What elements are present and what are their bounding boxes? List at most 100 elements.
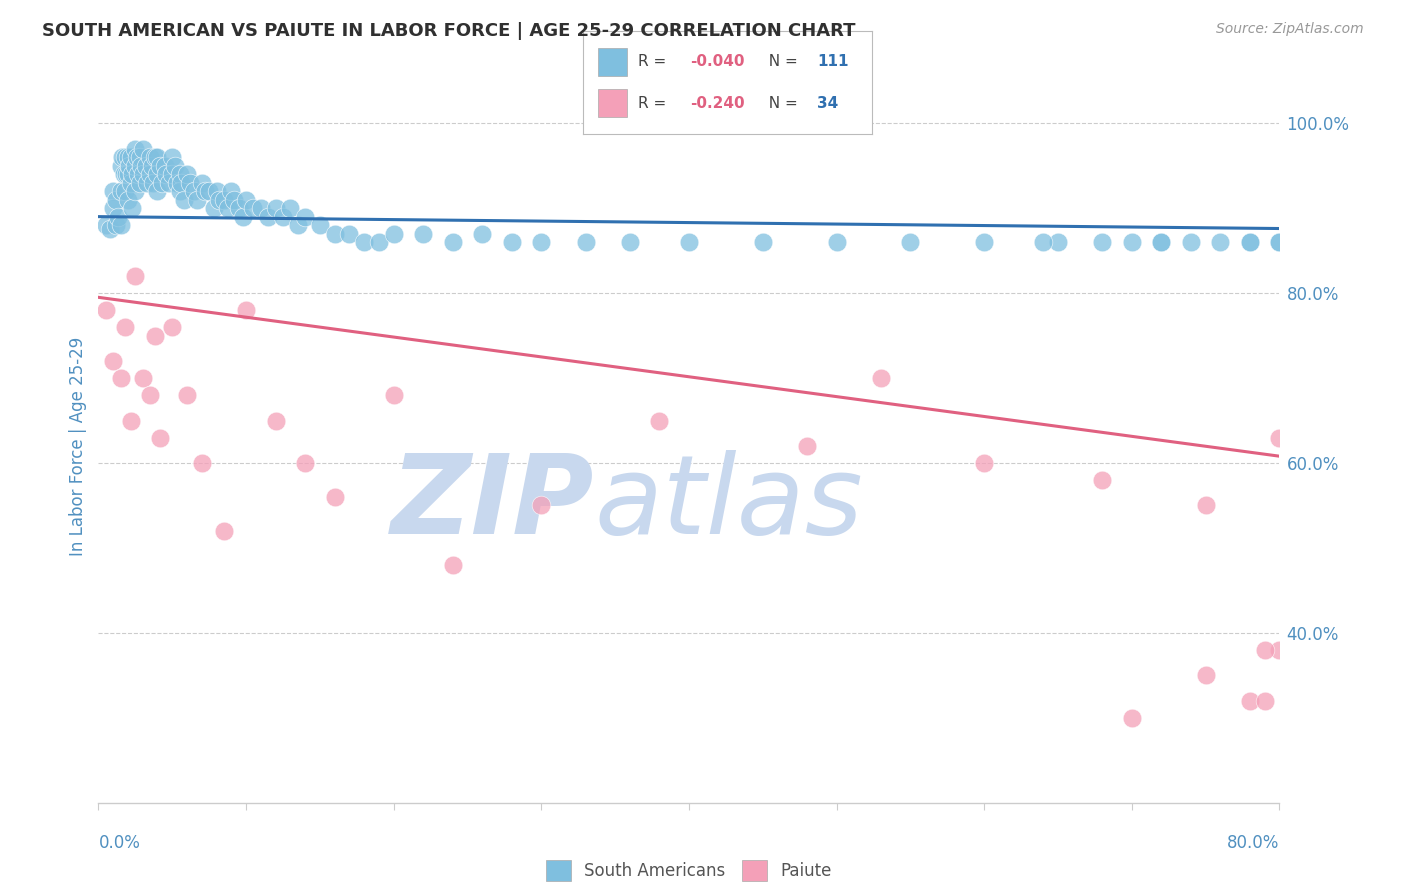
Point (94, 303, 117, 318)
FancyBboxPatch shape (598, 47, 627, 77)
Point (271, 210, 294, 224)
Point (648, 413, 671, 427)
Text: R =: R = (638, 95, 672, 111)
Point (1239, 235, 1261, 249)
Point (128, 150, 150, 164)
Point (157, 176, 180, 190)
Point (1268, 235, 1291, 249)
Point (198, 184, 221, 198)
Point (153, 159, 176, 173)
Point (111, 150, 134, 164)
Text: 111: 111 (817, 54, 848, 70)
Point (264, 413, 287, 427)
Text: 34: 34 (817, 95, 838, 111)
Point (118, 159, 141, 173)
Point (146, 167, 169, 181)
Point (1209, 235, 1232, 249)
Point (105, 218, 128, 232)
Point (110, 371, 132, 385)
Text: Source: ZipAtlas.com: Source: ZipAtlas.com (1216, 22, 1364, 37)
Point (212, 193, 235, 207)
Text: N =: N = (759, 54, 803, 70)
Point (368, 235, 391, 249)
Point (105, 193, 128, 207)
Point (136, 176, 159, 190)
Point (501, 235, 523, 249)
Point (139, 150, 162, 164)
Point (1195, 499, 1218, 513)
Point (574, 235, 596, 249)
Point (294, 456, 316, 470)
Point (107, 210, 129, 224)
Point (294, 210, 316, 224)
Point (98, 222, 121, 236)
Point (112, 167, 135, 181)
Point (162, 150, 183, 164)
Point (1091, 473, 1114, 487)
Point (751, 235, 773, 249)
Point (1032, 235, 1054, 249)
Point (224, 193, 246, 207)
Point (530, 499, 553, 513)
Point (219, 184, 242, 198)
Text: 0.0%: 0.0% (98, 834, 141, 852)
Point (155, 167, 177, 181)
Point (169, 167, 191, 181)
Point (110, 159, 132, 173)
Point (117, 167, 139, 181)
Point (1268, 643, 1291, 657)
Point (117, 193, 139, 207)
Point (162, 320, 183, 334)
Point (1268, 430, 1291, 444)
Point (619, 235, 641, 249)
Text: -0.040: -0.040 (690, 54, 745, 70)
Point (179, 176, 201, 190)
Point (257, 210, 280, 224)
Point (1091, 235, 1114, 249)
Point (150, 176, 173, 190)
Point (110, 218, 132, 232)
Point (121, 167, 143, 181)
Point (103, 184, 125, 198)
Point (170, 176, 193, 190)
Point (228, 201, 250, 215)
Point (1180, 235, 1202, 249)
Point (128, 176, 150, 190)
Text: 80.0%: 80.0% (1227, 834, 1279, 852)
Point (139, 388, 162, 402)
Point (235, 303, 257, 318)
Point (125, 150, 148, 164)
Point (1254, 694, 1277, 708)
Text: ZIP: ZIP (391, 450, 595, 557)
Point (173, 193, 195, 207)
Point (191, 176, 214, 190)
Point (202, 201, 225, 215)
Point (441, 558, 464, 572)
FancyBboxPatch shape (598, 88, 627, 118)
Text: -0.240: -0.240 (690, 95, 745, 111)
Point (309, 218, 332, 232)
Point (337, 227, 360, 241)
Point (1121, 711, 1143, 725)
Point (194, 184, 217, 198)
Point (205, 184, 228, 198)
Point (139, 167, 162, 181)
Point (232, 210, 254, 224)
Point (120, 176, 142, 190)
Point (166, 176, 188, 190)
Point (208, 193, 231, 207)
Point (1195, 668, 1218, 682)
Text: N =: N = (759, 95, 803, 111)
Point (120, 413, 142, 427)
Point (183, 184, 205, 198)
Point (132, 371, 155, 385)
Point (114, 184, 136, 198)
Point (212, 524, 235, 538)
Point (973, 235, 995, 249)
Legend: South Americans, Paiute: South Americans, Paiute (540, 854, 838, 888)
Point (1150, 235, 1173, 249)
Point (132, 142, 155, 156)
Point (217, 201, 239, 215)
Point (149, 159, 172, 173)
Point (103, 201, 125, 215)
